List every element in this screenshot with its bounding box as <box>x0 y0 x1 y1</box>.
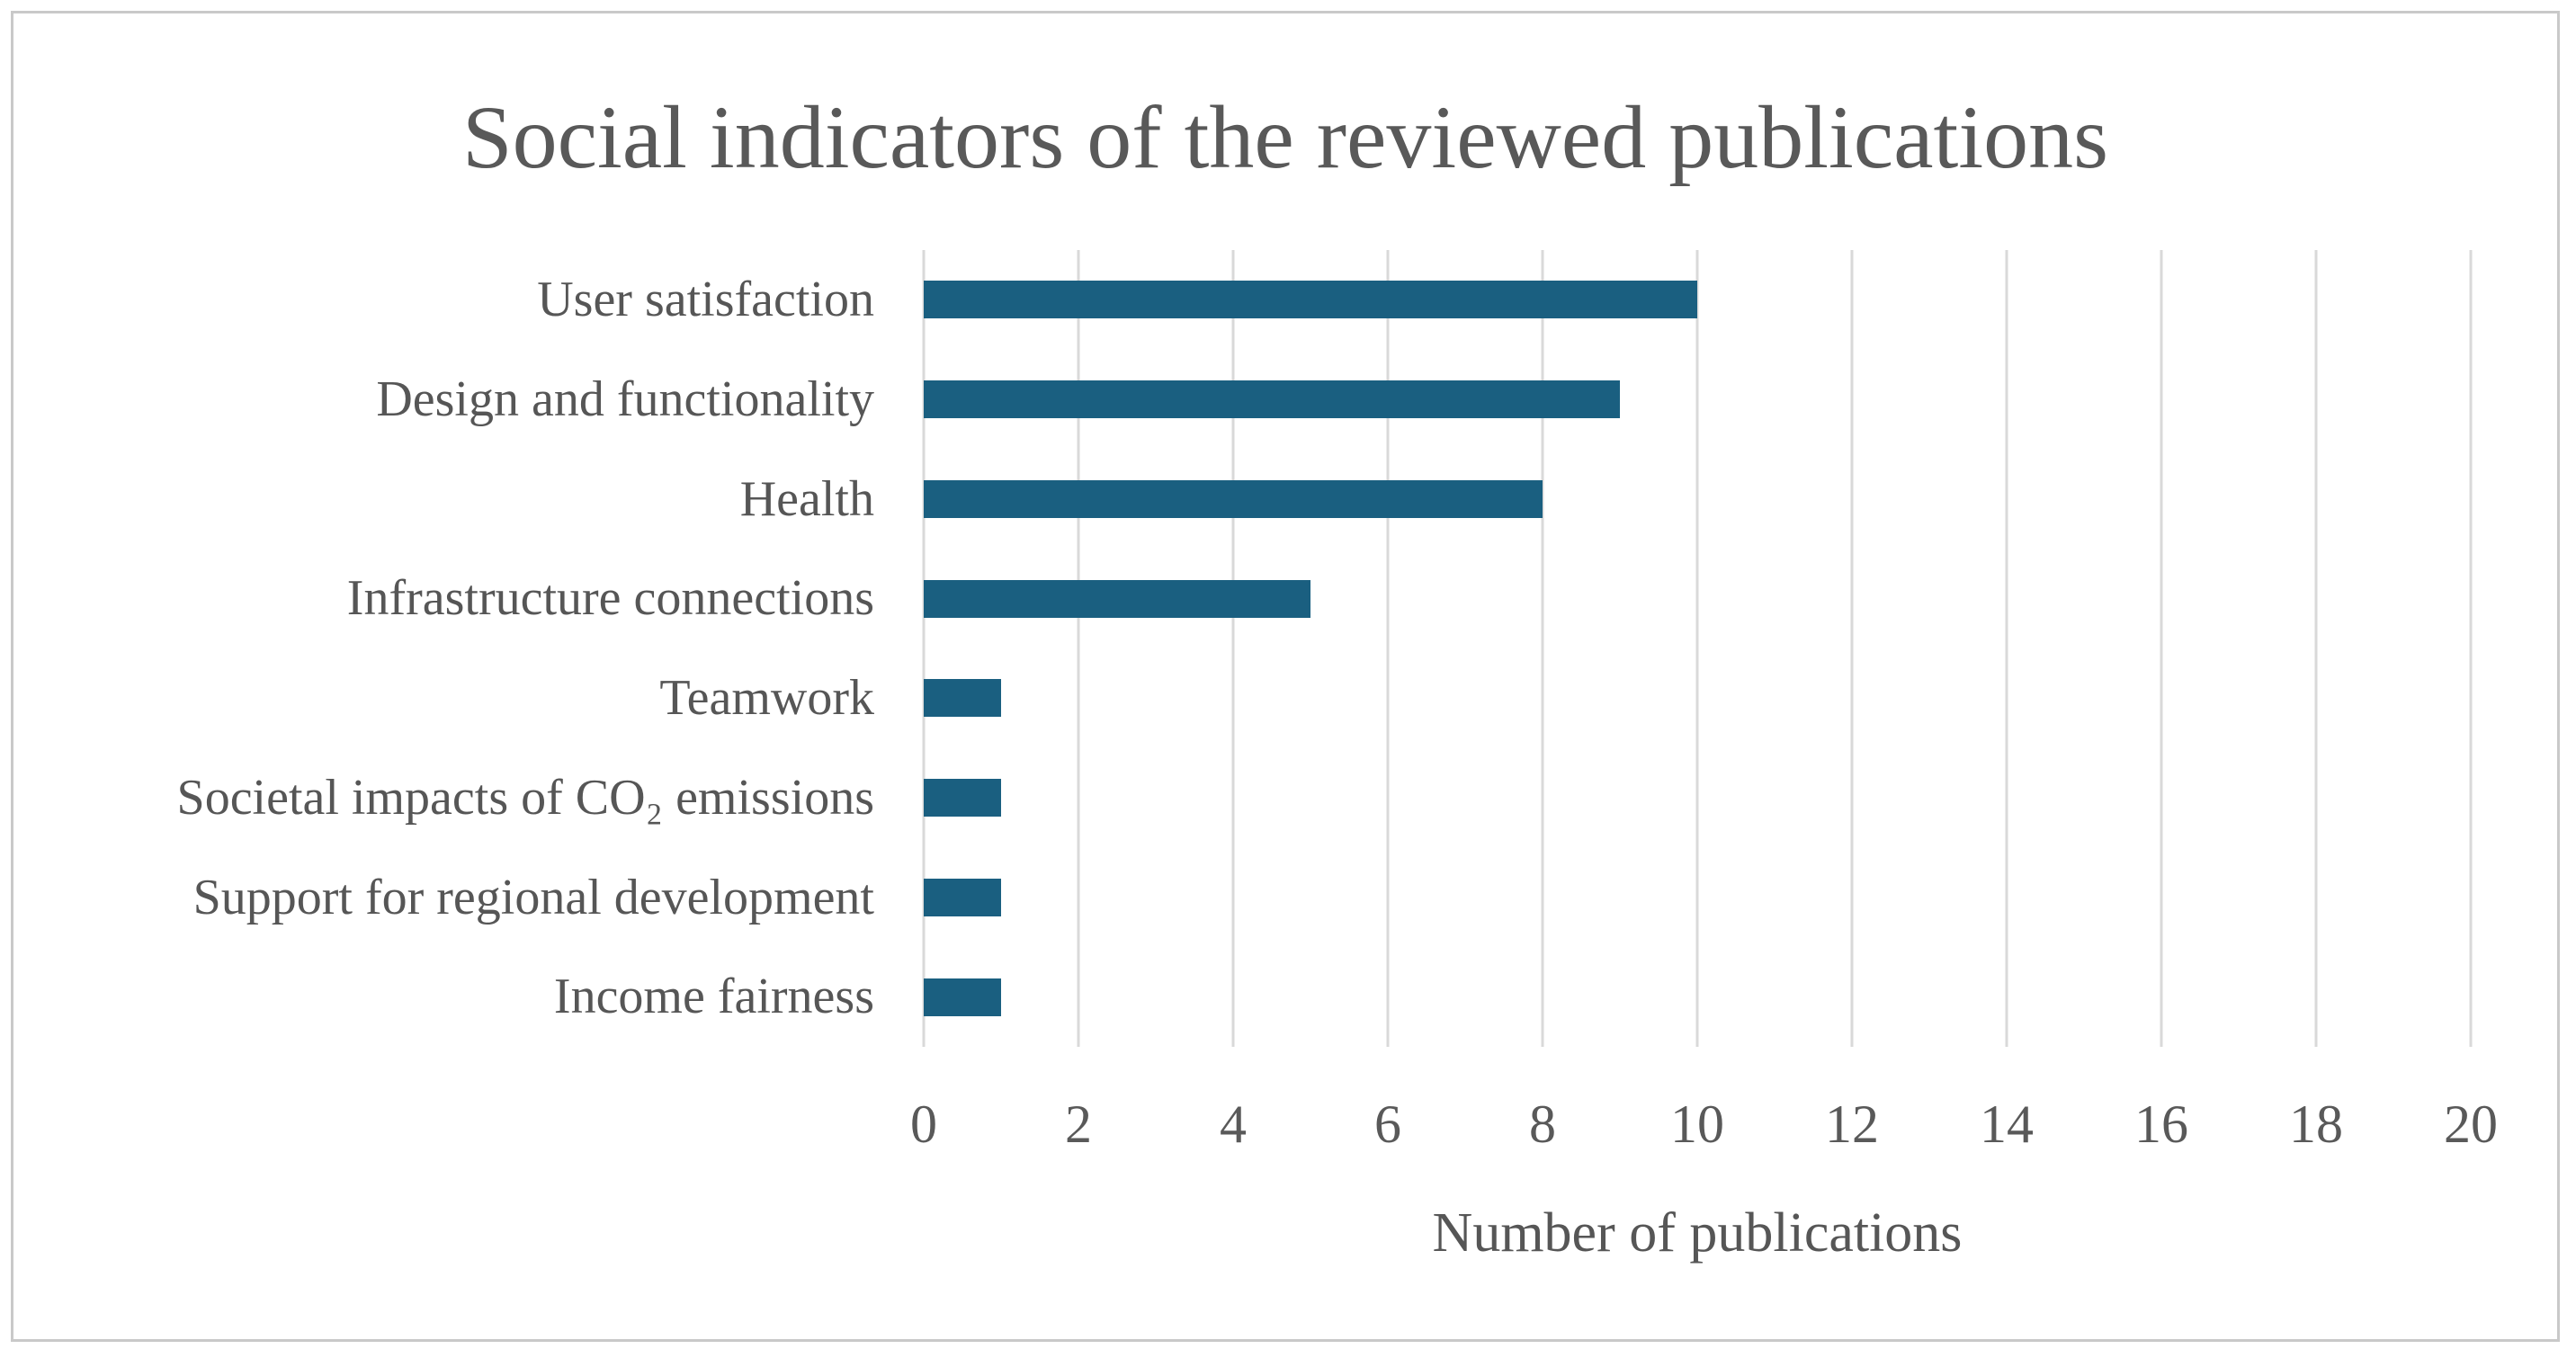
category-label: User satisfaction <box>537 272 874 327</box>
chart-figure: Social indicators of the reviewed public… <box>11 11 2560 1342</box>
category-label: Health <box>739 470 874 527</box>
bar <box>924 878 1001 916</box>
category-label: Design and functionality <box>376 371 874 427</box>
bar-row: Support for regional development <box>193 848 2471 948</box>
bar <box>924 978 1001 1016</box>
x-tick-label: 14 <box>1980 1094 2034 1154</box>
gridline <box>2314 250 2318 1047</box>
gridline <box>1386 250 1390 1047</box>
gridline <box>2005 250 2008 1047</box>
plot-area: 0 2 4 6 8 10 12 14 16 18 20 User satisfaction Design… <box>177 250 2498 1264</box>
x-tick-label: 18 <box>2289 1094 2343 1154</box>
bar-row: Health <box>740 450 2471 549</box>
x-tick-label: 16 <box>2134 1094 2188 1154</box>
x-tick-label: 8 <box>1529 1094 1556 1154</box>
chart-title: Social indicators of the reviewed public… <box>461 87 2109 187</box>
category-label: Infrastructure connections <box>346 570 874 627</box>
gridline <box>1695 250 1699 1047</box>
gridline <box>922 250 926 1047</box>
category-label: Societal impacts of CO₂ emissions <box>176 769 874 826</box>
bar <box>924 479 1543 518</box>
x-axis-title: Number of publications <box>1432 1202 1963 1264</box>
bar-row: Design and functionality <box>376 350 2471 450</box>
x-tick-label: 4 <box>1220 1094 1247 1154</box>
gridline <box>1541 250 1544 1047</box>
category-label: Support for regional development <box>192 869 874 925</box>
bar-row: User satisfaction <box>537 250 2471 350</box>
bar-row: Societal impacts of CO₂ emissions <box>177 748 2471 848</box>
gridline <box>1231 250 1235 1047</box>
bar <box>924 779 1001 817</box>
x-tick-label: 0 <box>910 1094 937 1154</box>
x-tick-label: 20 <box>2444 1094 2498 1154</box>
bar <box>924 579 1310 618</box>
bar <box>924 281 1697 319</box>
bar-row: Teamwork <box>659 648 2471 748</box>
bar-row: Infrastructure connections <box>347 549 2471 648</box>
gridline <box>2469 250 2473 1047</box>
gridline <box>1850 250 1854 1047</box>
x-tick-label: 10 <box>1670 1094 1724 1154</box>
x-tick-label: 12 <box>1825 1094 1879 1154</box>
bar <box>924 380 1620 419</box>
gridline <box>2160 250 2163 1047</box>
bar <box>924 679 1001 718</box>
bar-row: Income fairness <box>554 947 2471 1047</box>
x-tick-label: 6 <box>1374 1094 1401 1154</box>
category-label: Income fairness <box>553 969 874 1025</box>
gridline <box>1077 250 1080 1047</box>
x-tick-label: 2 <box>1065 1094 1092 1154</box>
category-label: Teamwork <box>659 670 874 726</box>
